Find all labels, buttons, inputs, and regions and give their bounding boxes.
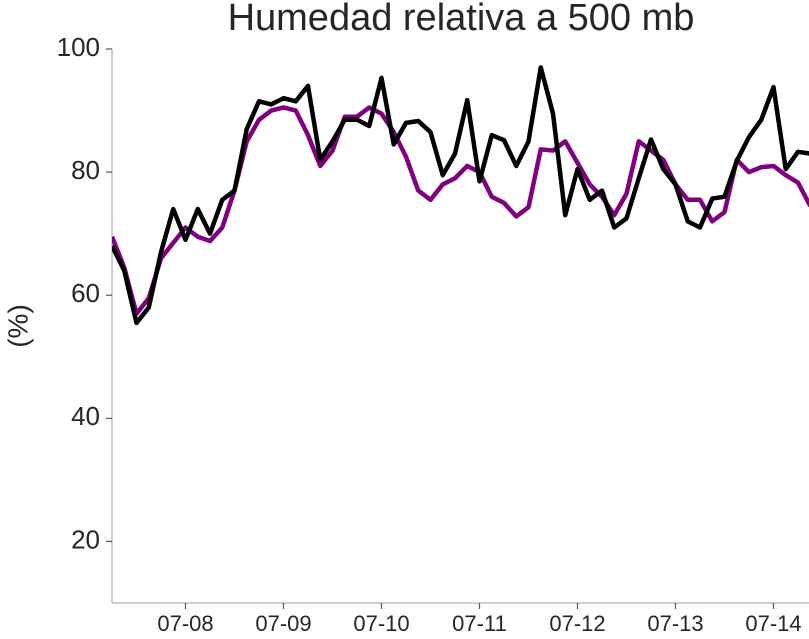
x-tick-label: 07-10 xyxy=(353,611,409,636)
y-axis-label: (%) xyxy=(2,304,33,348)
y-tick-label: 60 xyxy=(71,278,100,308)
x-tick-label: 07-12 xyxy=(549,611,605,636)
x-tick-label: 07-11 xyxy=(452,611,507,636)
plot-area xyxy=(112,65,809,326)
x-tick-label: 07-09 xyxy=(255,611,311,636)
y-tick-label: 100 xyxy=(57,32,100,62)
chart-title: Humedad relativa a 500 mb xyxy=(228,0,695,39)
series-line xyxy=(112,65,809,326)
x-tick-label: 07-14 xyxy=(745,611,801,636)
y-tick-label: 40 xyxy=(71,401,100,431)
x-tick-label: 07-08 xyxy=(157,611,213,636)
series-line xyxy=(112,105,809,316)
y-tick-label: 20 xyxy=(71,524,100,554)
x-tick-label: 07-13 xyxy=(647,611,703,636)
y-tick-label: 80 xyxy=(71,155,100,185)
